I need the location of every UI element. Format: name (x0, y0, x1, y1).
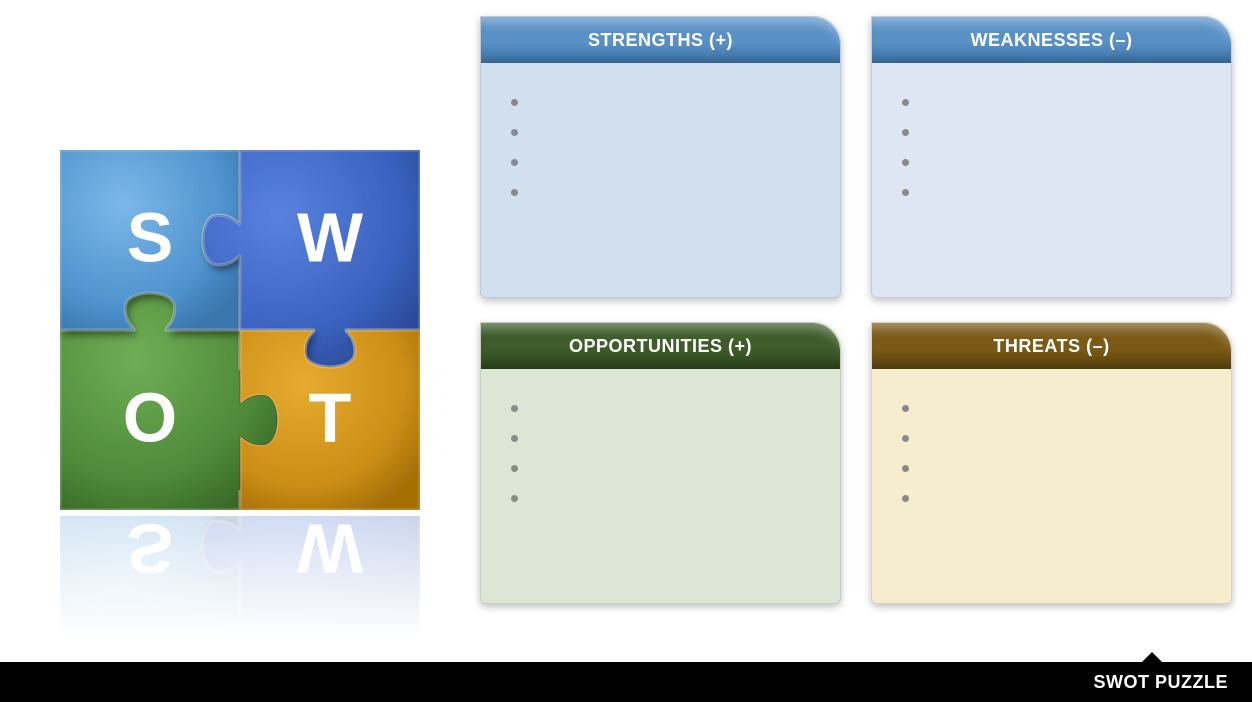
card-threats-title: THREATS (–) (993, 336, 1109, 357)
footer-label: SWOT PUZZLE (1094, 672, 1229, 693)
list-item (511, 87, 818, 117)
list-item (902, 453, 1209, 483)
list-item (511, 117, 818, 147)
list-item (902, 147, 1209, 177)
footer-caret-icon (1140, 652, 1164, 664)
card-opportunities: OPPORTUNITIES (+) (480, 322, 841, 604)
svg-text:S: S (127, 516, 174, 587)
card-strengths-title: STRENGTHS (+) (588, 30, 733, 51)
svg-text:S: S (127, 199, 174, 277)
list-item (511, 423, 818, 453)
card-threats-header: THREATS (–) (872, 323, 1231, 369)
svg-text:W: W (297, 199, 363, 277)
card-weaknesses-list (902, 87, 1209, 207)
svg-text:O: O (123, 379, 177, 457)
card-weaknesses-header: WEAKNESSES (–) (872, 17, 1231, 63)
card-strengths-body (481, 63, 840, 297)
list-item (902, 483, 1209, 513)
puzzle-svg: O S W T (60, 150, 420, 510)
card-threats-body (872, 369, 1231, 603)
card-strengths-header: STRENGTHS (+) (481, 17, 840, 63)
card-strengths: STRENGTHS (+) (480, 16, 841, 298)
slide-body: OSWT OSWT STRENGTHS (+) WEAKNESSES (–) O… (0, 0, 1252, 662)
svg-text:W: W (297, 516, 363, 587)
card-strengths-list (511, 87, 818, 207)
swot-cards: STRENGTHS (+) WEAKNESSES (–) OPPORTUNITI… (480, 16, 1232, 604)
list-item (511, 147, 818, 177)
card-weaknesses: WEAKNESSES (–) (871, 16, 1232, 298)
card-weaknesses-body (872, 63, 1231, 297)
list-item (902, 87, 1209, 117)
card-opportunities-body (481, 369, 840, 603)
list-item (511, 453, 818, 483)
card-weaknesses-title: WEAKNESSES (–) (970, 30, 1132, 51)
card-threats-list (902, 393, 1209, 513)
list-item (511, 177, 818, 207)
list-item (511, 483, 818, 513)
puzzle-graphic: O S W T (60, 150, 420, 510)
svg-text:T: T (309, 379, 352, 457)
list-item (511, 393, 818, 423)
puzzle-reflection: OSWT (60, 516, 420, 636)
card-threats: THREATS (–) (871, 322, 1232, 604)
swot-slide: OSWT OSWT STRENGTHS (+) WEAKNESSES (–) O… (0, 0, 1252, 702)
card-opportunities-title: OPPORTUNITIES (+) (569, 336, 752, 357)
card-opportunities-list (511, 393, 818, 513)
list-item (902, 393, 1209, 423)
list-item (902, 423, 1209, 453)
slide-footer: SWOT PUZZLE (0, 662, 1252, 702)
list-item (902, 117, 1209, 147)
card-opportunities-header: OPPORTUNITIES (+) (481, 323, 840, 369)
list-item (902, 177, 1209, 207)
